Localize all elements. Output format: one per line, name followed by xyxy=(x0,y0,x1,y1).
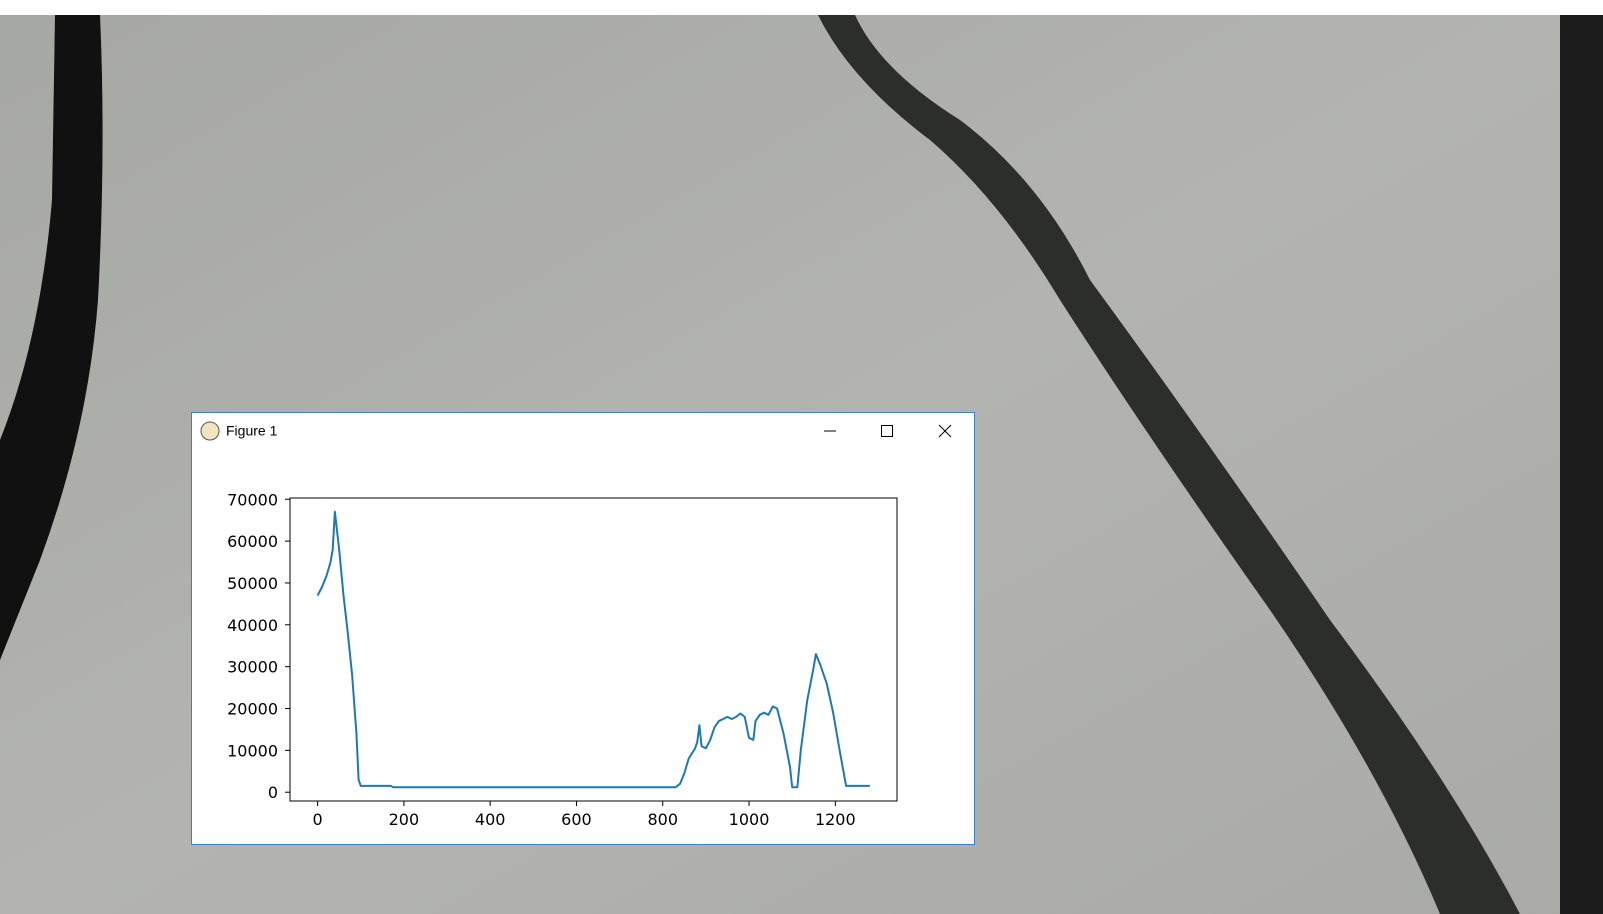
x-tick-label: 1200 xyxy=(815,810,856,829)
y-tick-label: 30000 xyxy=(227,658,278,677)
figure-window: Figure 1 xyxy=(191,412,975,845)
window-frame xyxy=(191,412,975,845)
x-tick-label: 800 xyxy=(647,810,678,829)
y-tick-label: 70000 xyxy=(227,490,278,509)
side-window xyxy=(1560,15,1603,914)
x-tick-label: 200 xyxy=(389,810,420,829)
x-tick-label: 1000 xyxy=(729,810,770,829)
y-tick-label: 50000 xyxy=(227,574,278,593)
close-button[interactable] xyxy=(938,424,952,438)
axes-frame xyxy=(289,497,898,802)
parent-title-bar xyxy=(0,0,1603,15)
window-icon xyxy=(200,421,220,441)
y-tick-label: 40000 xyxy=(227,616,278,635)
x-tick-label: 400 xyxy=(475,810,506,829)
line-series xyxy=(316,510,870,789)
x-tick-label: 600 xyxy=(561,810,592,829)
y-tick-label: 10000 xyxy=(227,741,278,760)
plot: 0 10000 20000 30000 40000 50000 60000 70000 0 200… xyxy=(227,490,898,829)
window-title: Figure 1 xyxy=(226,423,278,439)
maximize-button[interactable] xyxy=(881,425,893,437)
y-tick-label: 60000 xyxy=(227,532,278,551)
tape-stripe xyxy=(818,15,1520,914)
tape-stripe xyxy=(0,15,103,660)
y-tick-label: 0 xyxy=(268,783,278,802)
y-tick-label: 20000 xyxy=(227,700,278,719)
x-tick-label: 0 xyxy=(313,810,323,829)
